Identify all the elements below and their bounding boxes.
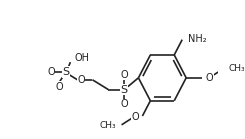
Text: O: O [55,82,63,92]
Text: O: O [47,67,55,77]
Text: S: S [121,85,128,95]
Text: O: O [206,73,213,83]
Text: CH₃: CH₃ [228,64,245,73]
Text: O: O [77,75,85,85]
Text: OH: OH [75,53,90,63]
Text: O: O [121,99,128,109]
Text: S: S [62,67,70,77]
Text: O: O [121,70,128,80]
Text: O: O [131,112,139,122]
Text: NH₂: NH₂ [188,34,207,44]
Text: CH₃: CH₃ [100,121,116,130]
